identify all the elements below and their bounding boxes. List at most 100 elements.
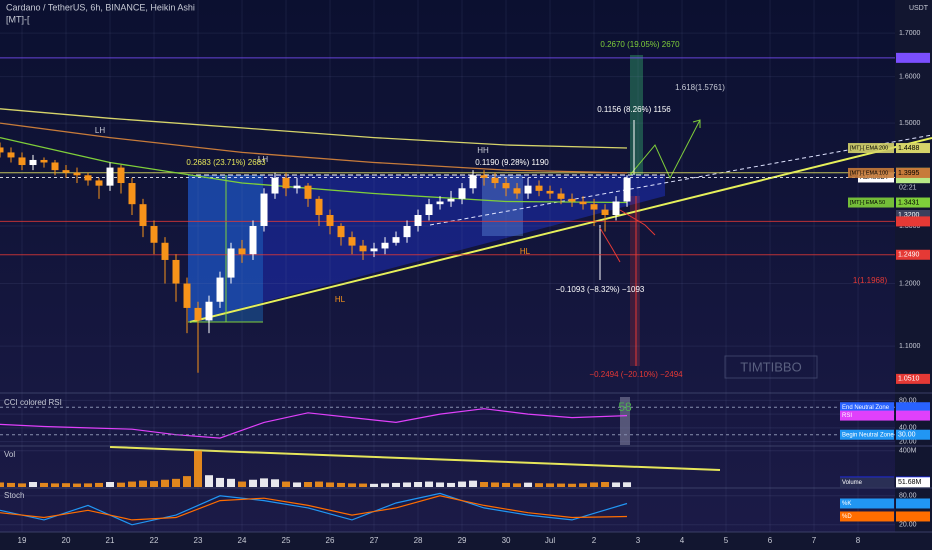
y-tick-label: 400M bbox=[899, 448, 917, 455]
projection-path bbox=[629, 119, 701, 180]
volume-bar bbox=[326, 482, 335, 487]
candle-body bbox=[524, 185, 532, 194]
annotation: LH bbox=[95, 126, 105, 135]
candle-body bbox=[590, 204, 598, 210]
countdown: 02:21 bbox=[899, 184, 917, 191]
x-tick-label: 7 bbox=[812, 536, 817, 545]
candle-body bbox=[480, 175, 488, 178]
value-tag bbox=[896, 429, 930, 440]
indicator-label: [MT]-[ bbox=[6, 14, 30, 24]
value-tag-label: 51.68M bbox=[898, 479, 922, 486]
y-tick-label: 1.7000 bbox=[899, 30, 921, 37]
price-tag-label: 1.2490 bbox=[898, 252, 920, 259]
watermark: TIMTIBBO bbox=[740, 359, 801, 374]
volume-bar bbox=[95, 482, 104, 487]
value-tag-label: 30.00 bbox=[898, 432, 916, 439]
projection-path bbox=[599, 227, 621, 263]
x-tick-label: 23 bbox=[194, 536, 203, 545]
y-tick-label: 1.5000 bbox=[899, 120, 921, 127]
price-axis bbox=[895, 0, 932, 550]
volume-bar bbox=[524, 482, 533, 487]
volume-bar bbox=[535, 483, 544, 487]
candle-body bbox=[381, 242, 389, 249]
volume-bar bbox=[436, 482, 445, 487]
candle-body bbox=[293, 185, 301, 189]
x-tick-label: 29 bbox=[458, 536, 467, 545]
name-tag-label: Begin Neutral Zone bbox=[842, 432, 894, 438]
x-tick-label: 27 bbox=[370, 536, 379, 545]
candle-body bbox=[216, 277, 224, 302]
ema-tag-label: [MT]-[ EMA 200 bbox=[850, 146, 888, 152]
x-tick-label: 24 bbox=[238, 536, 247, 545]
candle-body bbox=[205, 301, 213, 321]
volume-bar bbox=[260, 478, 269, 487]
candle-body bbox=[304, 185, 312, 199]
name-tag bbox=[840, 429, 894, 440]
candle-body bbox=[260, 193, 268, 226]
candle-body bbox=[227, 248, 235, 278]
volume-bar bbox=[469, 480, 478, 487]
candle-body bbox=[337, 225, 345, 238]
price-tag bbox=[896, 373, 930, 384]
volume-bar bbox=[579, 483, 588, 487]
arrow-head bbox=[692, 119, 701, 128]
value-tag bbox=[896, 511, 930, 522]
candle-body bbox=[139, 204, 147, 226]
volume-bar bbox=[403, 482, 412, 487]
candle-body bbox=[51, 162, 59, 171]
pane-title: Vol bbox=[4, 450, 15, 459]
volume-bar bbox=[150, 481, 159, 487]
x-tick-label: 26 bbox=[326, 536, 335, 545]
x-tick-label: 28 bbox=[414, 536, 423, 545]
candle-body bbox=[0, 147, 4, 153]
x-tick-label: 4 bbox=[680, 536, 685, 545]
y-tick-label: 1.6000 bbox=[899, 74, 921, 81]
candle-body bbox=[392, 237, 400, 243]
name-tag-label: End Neutral Zone bbox=[842, 405, 890, 411]
value-tag bbox=[896, 477, 930, 488]
y-tick-label: 1.2000 bbox=[899, 280, 921, 287]
volume-bar bbox=[249, 479, 258, 487]
volume-bar bbox=[73, 483, 82, 487]
highlight-value: 58 bbox=[618, 400, 632, 414]
projection-path bbox=[619, 209, 656, 236]
name-tag bbox=[840, 410, 894, 421]
annotation: 1(1.1968) bbox=[853, 276, 888, 285]
volume-bar bbox=[205, 475, 214, 487]
name-tag bbox=[840, 402, 894, 413]
x-tick-label: 19 bbox=[18, 536, 27, 545]
candle-body bbox=[447, 198, 455, 202]
volume-bar bbox=[623, 482, 632, 487]
volume-bar bbox=[172, 478, 181, 487]
candle-body bbox=[348, 237, 356, 246]
annotation: HL bbox=[520, 247, 531, 256]
volume-bar bbox=[414, 482, 423, 487]
volume-bar bbox=[447, 482, 456, 487]
volume-bar bbox=[612, 482, 621, 487]
name-tag bbox=[840, 511, 894, 522]
x-tick-label: 22 bbox=[150, 536, 159, 545]
candle-body bbox=[414, 215, 422, 226]
y-tick-label: 20.00 bbox=[899, 522, 917, 529]
volume-bar bbox=[348, 483, 357, 487]
volume-bar bbox=[546, 483, 555, 487]
x-tick-label: 21 bbox=[106, 536, 115, 545]
annotation: 0.2670 (19.05%) 2670 bbox=[600, 40, 680, 49]
x-tick-label: 5 bbox=[724, 536, 729, 545]
volume-bar bbox=[29, 482, 38, 487]
watermark-box bbox=[724, 355, 818, 379]
candle-body bbox=[601, 209, 609, 216]
volume-bar bbox=[40, 482, 49, 487]
candle-body bbox=[403, 225, 411, 238]
volume-bar bbox=[7, 482, 16, 487]
value-tag bbox=[896, 402, 930, 413]
volume-bar bbox=[117, 482, 126, 487]
annotation: 0.1156 (8.26%) 1156 bbox=[597, 105, 671, 114]
volume-bar bbox=[392, 482, 401, 487]
candle-body bbox=[106, 167, 114, 186]
candle-body bbox=[183, 283, 191, 308]
indicator-line bbox=[0, 492, 628, 526]
volume-bar bbox=[293, 482, 302, 487]
annotation: 0.2683 (23.71%) 2683 bbox=[186, 158, 266, 167]
candle-body bbox=[326, 215, 334, 226]
